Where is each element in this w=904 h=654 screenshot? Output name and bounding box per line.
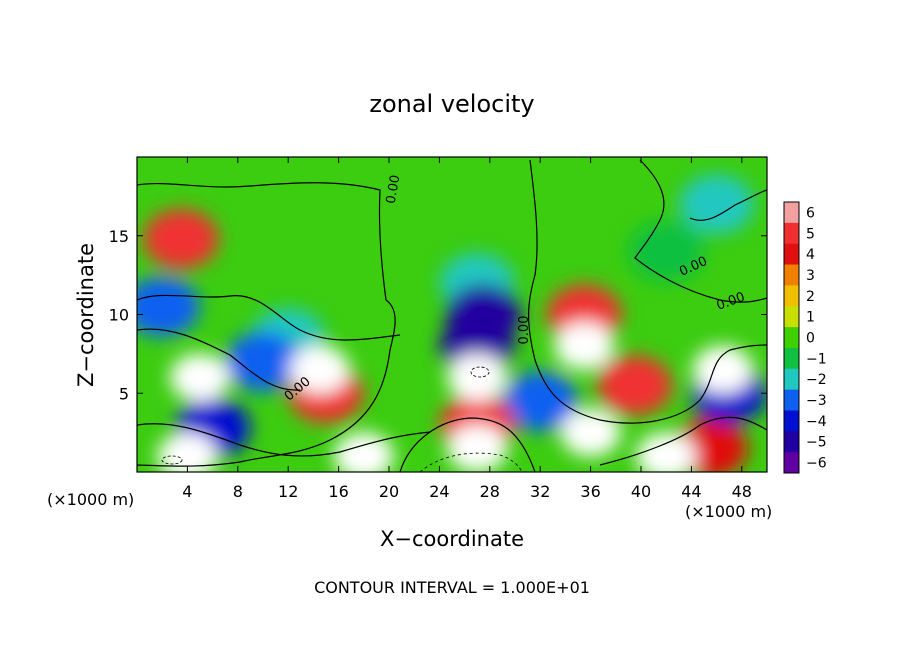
colorbar-swatch [784, 327, 799, 349]
x-tick-label: 40 [631, 482, 651, 501]
colorbar-swatch [784, 285, 799, 307]
x-tick-label: 4 [182, 482, 192, 501]
colorbar-label: −1 [806, 351, 827, 367]
contour-label: 0.00 [384, 174, 404, 205]
field-cell [554, 322, 615, 370]
field-cell [170, 353, 230, 402]
contour-line [137, 328, 301, 391]
colorbar-label: −5 [806, 435, 827, 451]
contour-line [137, 182, 396, 467]
x-tick-label: 32 [530, 482, 550, 501]
x-tick-label: 44 [681, 482, 701, 501]
colorbar-swatch [784, 368, 799, 391]
y-tick-label: 15 [109, 227, 129, 246]
colorbar-swatch [784, 389, 799, 411]
colorbar-label: −4 [806, 414, 827, 430]
contour-line [599, 416, 767, 466]
contour-interval-note: CONTOUR INTERVAL = 1.000E+01 [314, 578, 590, 597]
x-tick-label: 48 [732, 482, 752, 501]
x-tick-label: 24 [429, 482, 449, 501]
velocity-field [137, 174, 767, 472]
x-tick-label: 8 [233, 482, 243, 501]
chart-title: zonal velocity [369, 90, 534, 118]
contour-line [528, 159, 767, 424]
y-axis: 5 10 15 [109, 227, 767, 403]
colorbar-label: 5 [806, 226, 815, 242]
x-tick-label: 20 [379, 482, 399, 501]
contour-line [689, 189, 767, 221]
field-cell [636, 432, 697, 472]
x-tick-label: 12 [278, 482, 298, 501]
colorbar-swatch [784, 452, 799, 474]
colorbar: 6 5 4 3 2 1 0 −1 −2 −3 −4 −5 −6 [783, 201, 827, 474]
x-tick-label: 16 [328, 482, 348, 501]
colorbar-swatch [784, 222, 799, 245]
field-cell [560, 408, 621, 457]
field-cell [447, 353, 508, 402]
field-cell [692, 345, 753, 394]
field-cell [289, 345, 350, 394]
field-cell [446, 284, 521, 345]
field-cell [628, 221, 704, 282]
field-cell [447, 424, 508, 472]
contour-line [634, 159, 767, 303]
y-tick-label: 10 [109, 306, 129, 325]
plot-area: 0.000.000.000.000.00 [136, 156, 768, 473]
colorbar-label: −3 [806, 393, 827, 409]
contour-label: 0.00 [517, 316, 532, 345]
colorbar-swatch [784, 202, 799, 224]
colorbar-label: −6 [806, 456, 827, 472]
x-axis-label: X−coordinate [380, 527, 524, 551]
field-cell [137, 276, 200, 337]
contour-line [399, 417, 536, 472]
y-tick-label: 5 [119, 384, 129, 403]
field-cell [333, 432, 394, 472]
colorbar-label: 2 [806, 289, 815, 305]
colorbar-swatch [784, 243, 799, 266]
field-cell [679, 174, 755, 235]
colorbar-swatch [784, 264, 799, 286]
colorbar-swatch [784, 410, 799, 432]
colorbar-swatch [784, 306, 799, 328]
contour-line [419, 452, 523, 472]
x-unit-right: (×1000 m) [685, 502, 772, 521]
colorbar-label: −2 [806, 372, 827, 388]
field-cell [157, 432, 218, 472]
colorbar-label: 6 [806, 205, 815, 221]
x-tick-label: 36 [580, 482, 600, 501]
contour-line [137, 294, 401, 341]
field-cell [597, 355, 673, 416]
x-axis: 4 8 12 16 20 24 28 32 36 40 44 48 [182, 157, 752, 501]
contour-loop [470, 366, 490, 378]
field-cell [143, 208, 219, 269]
colorbar-swatch [784, 347, 799, 370]
contour-loop [161, 455, 183, 465]
field-cell [502, 371, 578, 432]
colorbar-swatch [784, 431, 799, 453]
contour-line [137, 423, 431, 457]
x-tick-label: 28 [480, 482, 500, 501]
colorbar-label: 4 [806, 247, 815, 263]
colorbar-label: 0 [806, 331, 815, 347]
x-unit-left: (×1000 m) [47, 490, 134, 509]
y-axis-label: Z−coordinate [74, 243, 98, 387]
zero-contours [137, 159, 767, 472]
colorbar-label: 3 [806, 268, 815, 284]
field-cell [225, 331, 301, 392]
colorbar-frame [783, 201, 800, 474]
colorbar-label: 1 [806, 310, 815, 326]
